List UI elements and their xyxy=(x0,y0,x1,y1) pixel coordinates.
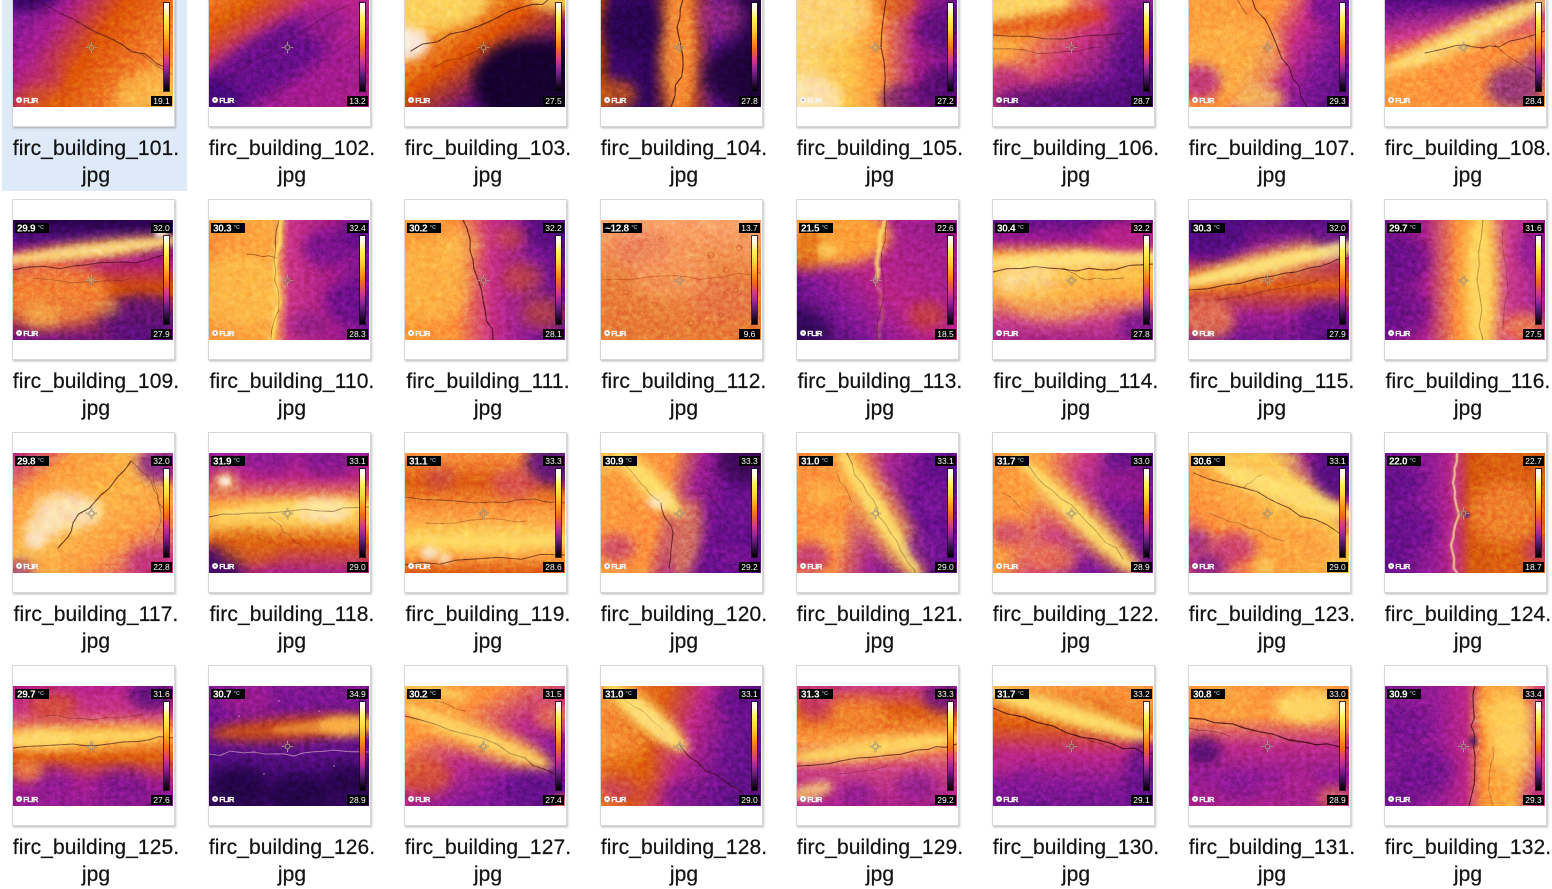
svg-text:FLIR: FLIR xyxy=(611,96,627,104)
svg-text:FLIR: FLIR xyxy=(23,795,39,803)
svg-text:FLIR: FLIR xyxy=(1003,795,1019,803)
svg-text:FLIR: FLIR xyxy=(23,562,39,570)
svg-text:FLIR: FLIR xyxy=(219,329,235,337)
svg-text:FLIR: FLIR xyxy=(415,795,431,803)
svg-text:FLIR: FLIR xyxy=(1003,96,1019,104)
svg-text:FLIR: FLIR xyxy=(611,329,627,337)
svg-text:FLIR: FLIR xyxy=(23,329,39,337)
svg-text:FLIR: FLIR xyxy=(1003,329,1019,337)
svg-text:FLIR: FLIR xyxy=(219,562,235,570)
svg-text:FLIR: FLIR xyxy=(1395,795,1411,803)
svg-text:FLIR: FLIR xyxy=(219,795,235,803)
svg-text:FLIR: FLIR xyxy=(23,96,39,104)
svg-text:FLIR: FLIR xyxy=(219,96,235,104)
svg-text:FLIR: FLIR xyxy=(611,795,627,803)
svg-text:FLIR: FLIR xyxy=(1395,562,1411,570)
svg-text:FLIR: FLIR xyxy=(415,329,431,337)
svg-text:FLIR: FLIR xyxy=(1199,795,1215,803)
svg-text:FLIR: FLIR xyxy=(1199,96,1215,104)
svg-text:FLIR: FLIR xyxy=(415,562,431,570)
svg-text:FLIR: FLIR xyxy=(1003,562,1019,570)
svg-text:FLIR: FLIR xyxy=(807,96,823,104)
svg-text:FLIR: FLIR xyxy=(611,562,627,570)
svg-text:FLIR: FLIR xyxy=(807,562,823,570)
svg-text:FLIR: FLIR xyxy=(415,96,431,104)
svg-text:FLIR: FLIR xyxy=(1395,96,1411,104)
svg-text:FLIR: FLIR xyxy=(1199,562,1215,570)
svg-text:FLIR: FLIR xyxy=(1395,329,1411,337)
svg-text:FLIR: FLIR xyxy=(807,329,823,337)
svg-text:FLIR: FLIR xyxy=(1199,329,1215,337)
svg-text:FLIR: FLIR xyxy=(807,795,823,803)
